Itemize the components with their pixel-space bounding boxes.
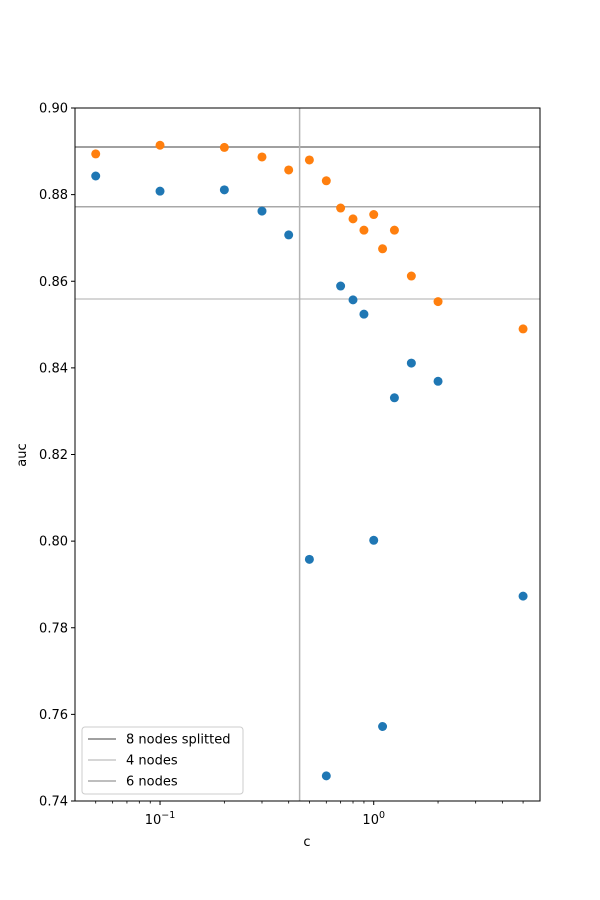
y-tick-label: 0.76: [39, 708, 68, 723]
y-tick-label: 0.88: [39, 188, 68, 203]
legend-box: [81, 726, 244, 795]
data-points: [91, 140, 528, 781]
series-0-point: [369, 535, 379, 545]
series-1-point: [321, 176, 331, 186]
plot-area-frame: [74, 107, 541, 802]
series-0-point: [348, 295, 358, 305]
series-1-point: [378, 244, 388, 254]
legend-label: 4 nodes: [126, 754, 178, 769]
x-tick-label: 100: [362, 810, 385, 828]
series-1-point: [359, 225, 369, 235]
y-axis-label: auc: [15, 443, 30, 466]
legend-label: 6 nodes: [126, 775, 178, 790]
series-0-point: [433, 376, 443, 386]
series-1-point: [389, 225, 399, 235]
series-1-point: [284, 165, 294, 175]
series-0-point: [336, 281, 346, 291]
series-1-point: [257, 152, 267, 162]
series-1-point: [336, 203, 346, 213]
series-1-point: [219, 142, 229, 152]
y-tick-label: 0.78: [39, 621, 68, 636]
series-0-point: [378, 722, 388, 731]
x-axis-label: c: [303, 835, 310, 850]
series-1-point: [518, 324, 528, 334]
series-1-point: [91, 149, 101, 159]
series-0-point: [219, 185, 229, 195]
x-tick-label: 10−1: [145, 810, 176, 828]
legend: 8 nodes splitted 4 nodes 6 nodes: [81, 726, 244, 795]
series-0-point: [155, 186, 165, 196]
series-0-point: [91, 171, 101, 181]
series-1-point: [406, 271, 416, 281]
series-0-point: [359, 309, 369, 319]
series-1-point: [433, 297, 443, 307]
legend-label: 8 nodes splitted: [126, 733, 230, 748]
series-0-point: [389, 393, 399, 403]
series-0-point: [518, 591, 528, 601]
y-tick-label: 0.82: [39, 448, 68, 463]
x-axis: 10−1 100: [95, 801, 524, 828]
series-0-point: [284, 230, 294, 240]
series-0-point: [321, 771, 331, 781]
series-1-point: [348, 214, 358, 224]
series-0-point: [406, 358, 416, 368]
y-tick-label: 0.84: [39, 361, 68, 376]
reference-lines: [75, 108, 540, 801]
y-tick-label: 0.80: [39, 535, 68, 550]
y-tick-label: 0.74: [39, 795, 68, 810]
series-0-point: [257, 206, 267, 216]
y-tick-label: 0.90: [39, 102, 68, 117]
y-axis: 0.74 0.76 0.78 0.80 0.82 0.84 0.86 0.88 0.90: [39, 102, 75, 810]
series-0-point: [304, 554, 314, 564]
series-1-point: [369, 210, 379, 220]
series-1-point: [304, 155, 314, 165]
series-1-point: [155, 140, 165, 150]
y-tick-label: 0.86: [39, 275, 68, 290]
